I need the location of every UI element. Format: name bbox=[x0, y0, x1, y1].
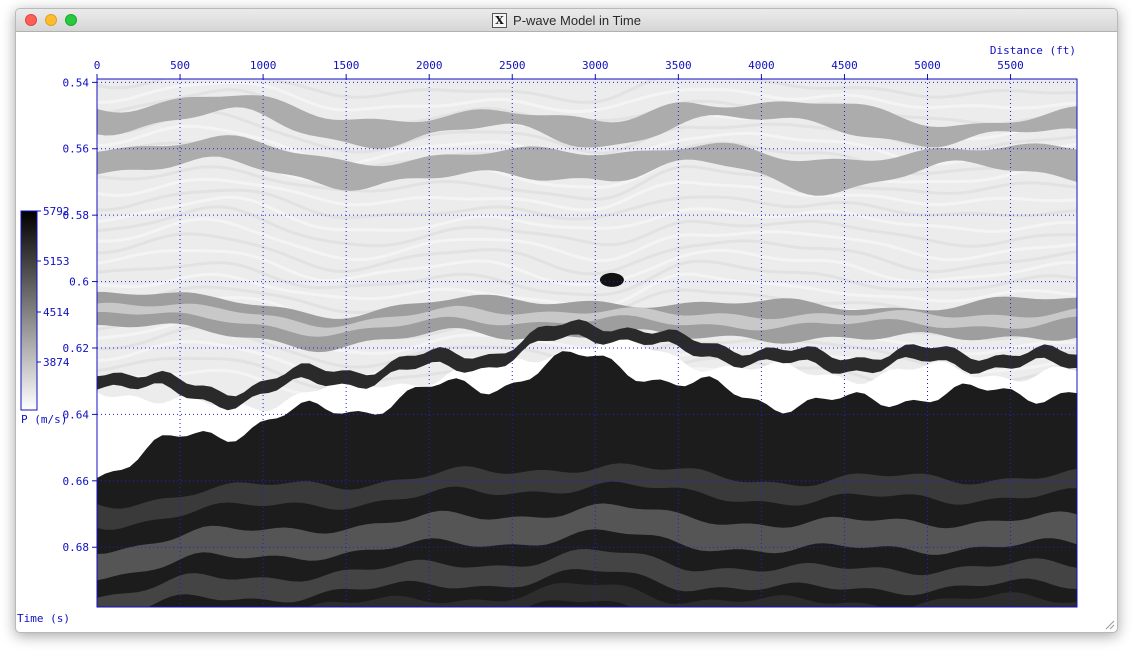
window-title: P-wave Model in Time bbox=[513, 12, 641, 28]
y-tick-label: 0.68 bbox=[63, 541, 90, 554]
x-tick-label: 4500 bbox=[831, 59, 858, 72]
colorbar-tick-label: 5792 bbox=[43, 205, 70, 218]
x-tick-label: 500 bbox=[170, 59, 190, 72]
close-button[interactable] bbox=[25, 14, 37, 26]
x11-icon: X bbox=[492, 12, 508, 28]
y-tick-label: 0.58 bbox=[63, 209, 90, 222]
velocity-image bbox=[97, 79, 1077, 607]
plot-frame bbox=[96, 78, 1078, 608]
striation-line bbox=[97, 195, 1077, 233]
x-tick-label: 4000 bbox=[748, 59, 775, 72]
maximize-button[interactable] bbox=[65, 14, 77, 26]
x-axis-label: Distance (ft) bbox=[990, 44, 1076, 57]
colorbar-tick-label: 4514 bbox=[43, 306, 70, 319]
striation-line bbox=[97, 164, 1077, 201]
thin-dark-reflector bbox=[97, 319, 1077, 411]
colorbar: 5792 5153 4514 3874 P (m/s) bbox=[20, 205, 70, 426]
lower-layer-band bbox=[97, 503, 1077, 581]
minimize-button[interactable] bbox=[45, 14, 57, 26]
colorbar-label: P (m/s) bbox=[21, 413, 67, 426]
x-tick-label: 5000 bbox=[914, 59, 941, 72]
y-tick-label: 0.62 bbox=[63, 342, 90, 355]
x-tick-label: 3000 bbox=[582, 59, 609, 72]
striation-line bbox=[97, 232, 1077, 276]
striation-line bbox=[97, 177, 1077, 212]
y-tick-label: 0.56 bbox=[63, 143, 90, 156]
colorbar-scale bbox=[20, 210, 38, 411]
lower-layer-band bbox=[307, 582, 1077, 607]
y-axis: 0.54 0.56 0.58 0.6 0.62 0.64 0.66 0.68 bbox=[63, 76, 97, 554]
x-tick-label: 0 bbox=[94, 59, 101, 72]
striation-line bbox=[97, 79, 1077, 104]
colorbar-tick-label: 5153 bbox=[43, 255, 70, 268]
striation-line bbox=[97, 205, 1077, 248]
lower-layer-band bbox=[97, 549, 1077, 607]
x-tick-label: 1000 bbox=[250, 59, 277, 72]
striation-line bbox=[97, 188, 1077, 221]
lower-layer-band bbox=[97, 463, 1077, 530]
x-tick-label: 1500 bbox=[333, 59, 360, 72]
dark-anomaly bbox=[599, 272, 624, 287]
x-tick-label: 2500 bbox=[499, 59, 526, 72]
x-tick-label: 2000 bbox=[416, 59, 443, 72]
x-tick-label: 5500 bbox=[997, 59, 1024, 72]
grid-lines bbox=[97, 79, 1077, 607]
x-tick-label: 3500 bbox=[665, 59, 692, 72]
gray-layer-inner bbox=[97, 302, 1077, 337]
striation-line bbox=[97, 217, 1077, 263]
y-tick-label: 0.6 bbox=[69, 276, 89, 289]
gray-layer-band bbox=[97, 95, 1077, 149]
colorbar-tick-label: 3874 bbox=[43, 356, 70, 369]
y-axis-label: Time (s) bbox=[17, 612, 70, 625]
striation-line bbox=[97, 81, 1077, 113]
gray-layer-band bbox=[97, 135, 1077, 196]
title-bar[interactable]: X P-wave Model in Time bbox=[16, 9, 1117, 32]
x-axis: 0 500 1000 1500 2000 2500 3000 3500 4000 4500 5000… bbox=[94, 59, 1024, 79]
striation-line bbox=[97, 259, 1077, 297]
striation-line bbox=[97, 109, 1077, 155]
y-tick-label: 0.66 bbox=[63, 475, 90, 488]
seismic-heatmap-chart: 0 500 1000 1500 2000 2500 3000 3500 4000 4500 5000… bbox=[17, 44, 1078, 625]
y-tick-label: 0.64 bbox=[63, 408, 90, 421]
plot-area: 0 500 1000 1500 2000 2500 3000 3500 4000 4500 5000… bbox=[16, 32, 1117, 632]
title-wrap: X P-wave Model in Time bbox=[16, 9, 1117, 31]
y-tick-label: 0.54 bbox=[63, 76, 90, 89]
colorbar-ticks: 5792 5153 4514 3874 bbox=[37, 205, 70, 369]
resize-grip-icon[interactable] bbox=[1103, 618, 1115, 630]
app-window: X P-wave Model in Time 0 500 1000 1500 2000 2… bbox=[15, 8, 1118, 633]
